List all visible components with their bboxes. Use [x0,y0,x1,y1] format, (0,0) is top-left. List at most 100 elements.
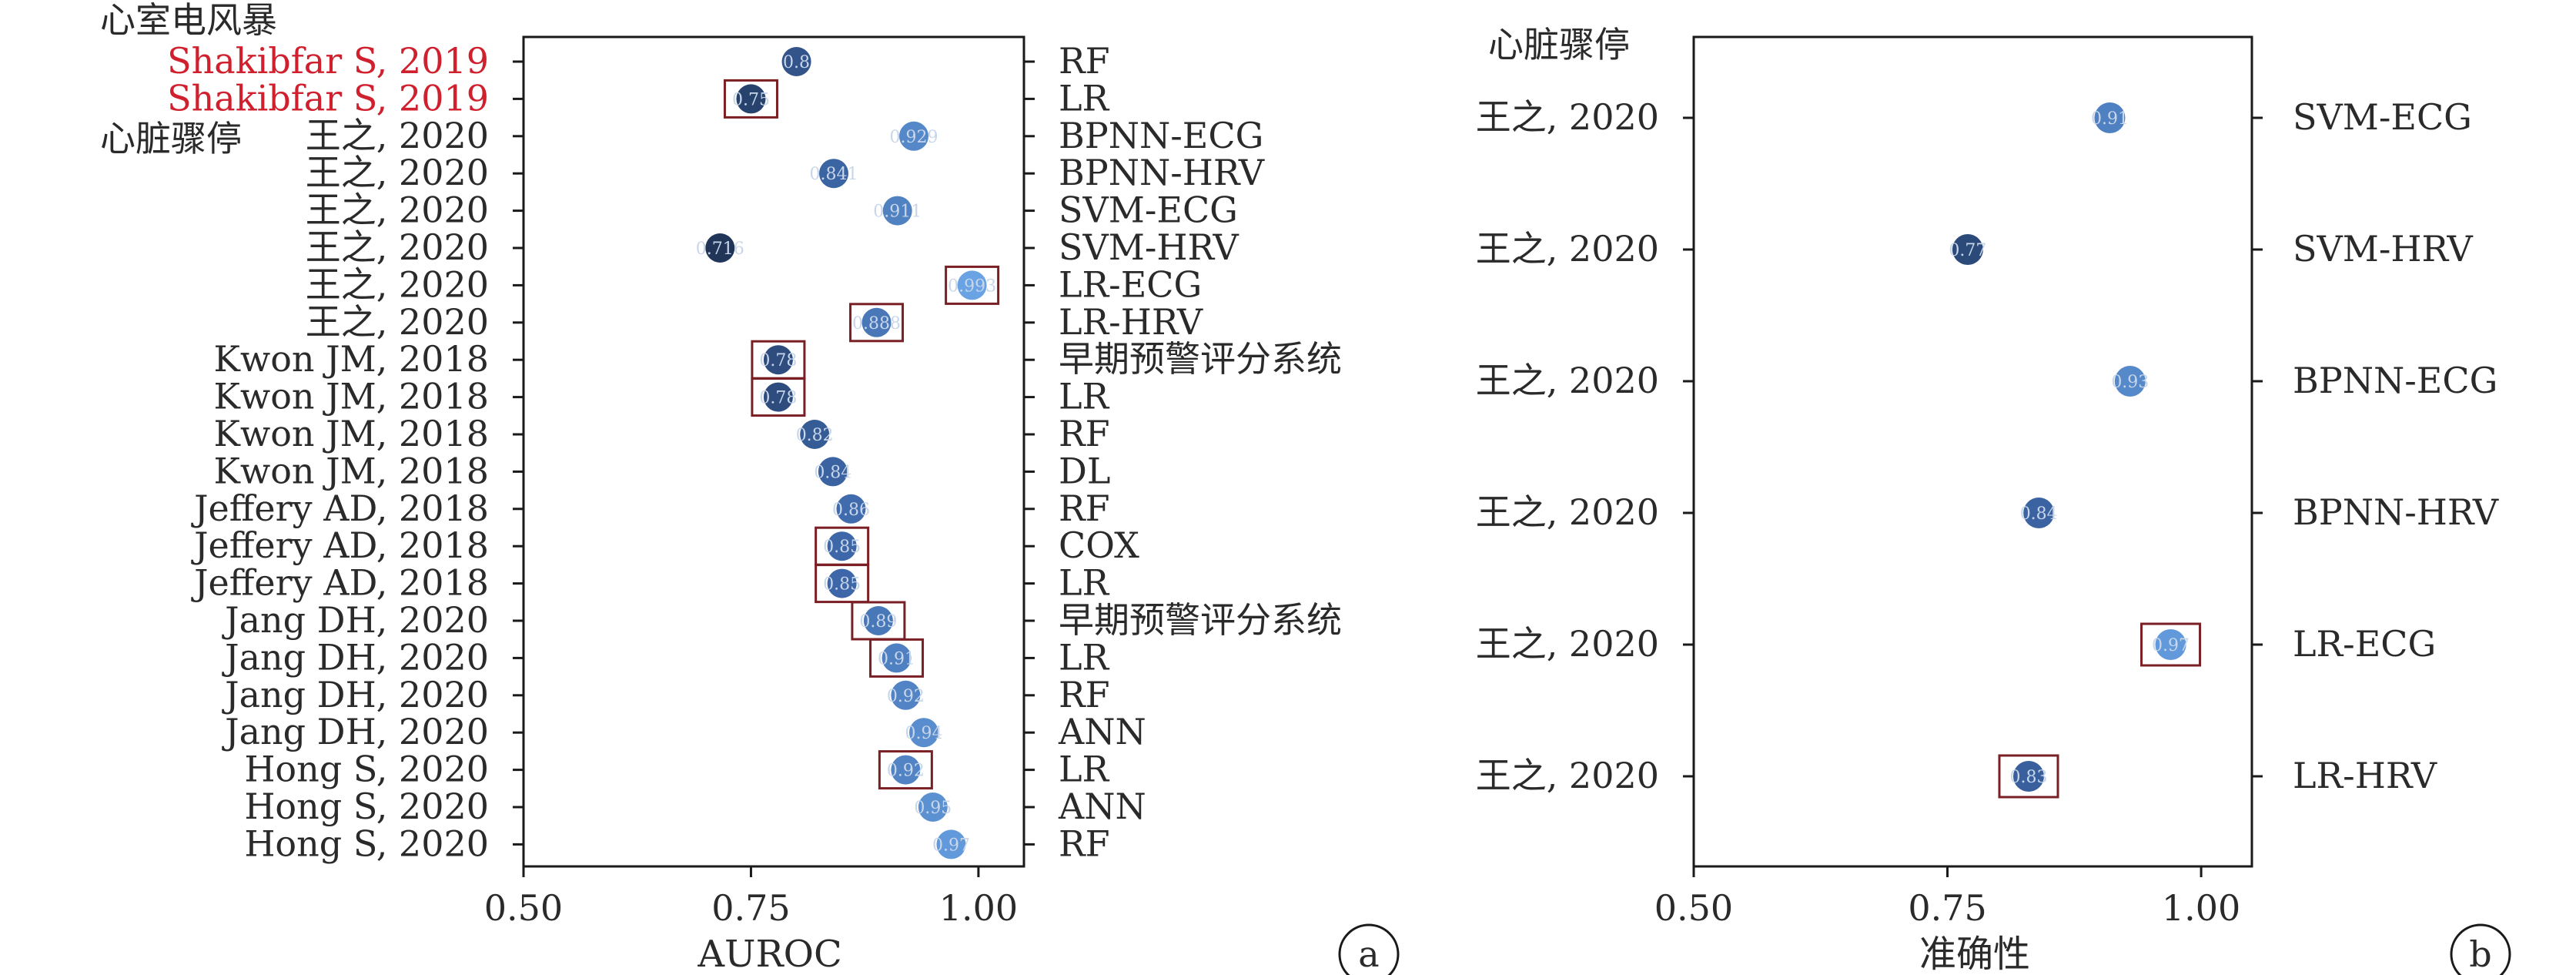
study-label: 王之, 2020 [1476,491,1659,533]
model-label: BPNN-HRV [2293,491,2499,533]
x-tick-label: 1.00 [939,887,1018,929]
data-label: 0.888 [852,314,901,333]
highlight-box [1998,754,2059,799]
study-label: 王之, 2020 [306,226,489,268]
data-label: 0.89 [859,612,897,632]
model-label: LR [1059,636,1110,678]
x-tick-label: 0.50 [484,887,563,929]
highlight-box [723,79,778,119]
model-label: 早期预警评分系统 [1059,599,1342,641]
study-label: Jang DH, 2020 [222,674,489,715]
study-label: Kwon JM, 2018 [213,450,489,491]
data-label: 0.78 [759,389,797,408]
data-label: 0.911 [873,203,922,222]
data-point [2155,629,2186,660]
model-label: SVM-ECG [2293,96,2472,138]
study-label: 王之, 2020 [306,263,489,305]
data-point [891,755,921,785]
plot-frame [1692,35,2253,868]
data-point [763,345,793,375]
x-tick-label: 0.75 [1908,887,1986,929]
model-label: ANN [1058,786,1146,827]
group-label: 心脏骤停 [1488,24,1630,65]
data-label: 0.75 [732,90,770,109]
data-point [861,307,892,337]
model-label: COX [1059,524,1139,566]
study-label: Jeffery AD, 2018 [191,488,489,529]
x-tick-label: 0.75 [711,887,790,929]
data-label: 0.94 [905,724,943,743]
data-label: 0.91 [2091,109,2129,129]
data-point [899,121,928,151]
study-label: 王之, 2020 [1476,228,1659,270]
data-point [1952,234,1983,265]
model-label: 早期预警评分系统 [1059,338,1342,380]
model-label: LR-HRV [2293,755,2437,796]
study-label: Shakibfar S, 2019 [167,77,489,119]
model-label: LR-HRV [1059,301,1203,343]
model-label: SVM-HRV [1059,226,1239,268]
highlight-box [878,750,933,790]
x-tick-label: 0.50 [1654,887,1733,929]
data-point [763,382,793,412]
data-label: 0.97 [2152,636,2190,655]
data-point [827,568,857,598]
model-label: SVM-HRV [2293,228,2473,270]
data-point [909,718,938,748]
study-label: 王之, 2020 [1476,96,1659,138]
model-label: BPNN-ECG [1059,115,1263,156]
model-label: LR-ECG [1059,263,1202,305]
model-label: RF [1059,488,1110,529]
model-label: RF [1059,40,1110,82]
model-label: LR [1059,376,1110,417]
highlight-box [751,377,806,417]
study-label: Jeffery AD, 2018 [191,562,489,604]
study-label: 王之, 2020 [306,115,489,156]
study-label: 王之, 2020 [306,152,489,193]
data-label: 0.83 [2010,768,2048,787]
data-label: 0.77 [1949,241,1986,260]
study-label: 王之, 2020 [1476,360,1659,401]
data-point [891,680,921,710]
study-label: Hong S, 2020 [244,749,489,790]
study-label: Jeffery AD, 2018 [191,524,489,566]
x-tick-label: 1.00 [2162,887,2240,929]
data-point [827,531,857,561]
data-label: 0.8 [783,53,810,72]
highlight-box [945,265,1000,305]
model-label: ANN [1058,711,1146,752]
x-axis-label: 准确性 [1919,933,2030,975]
panel-label: a [1358,933,1379,975]
panel-label-circle [1338,923,1400,975]
study-label: 王之, 2020 [306,189,489,231]
data-label: 0.86 [832,501,870,520]
panel-a-auroc-plot: 0.50 0.75 1.00 Shakibfar S, 2019 RF 0.8 Shakib… [100,0,1400,975]
study-label: 王之, 2020 [306,301,489,343]
data-point [2023,498,2055,528]
highlight-box [2140,622,2202,667]
group-label: 心脏骤停 [100,118,242,159]
data-point [818,457,848,487]
data-point [2094,102,2126,133]
study-label: Kwon JM, 2018 [213,413,489,454]
study-label: 王之, 2020 [1476,623,1659,665]
data-point [2114,366,2146,397]
data-point [800,420,830,449]
data-point [819,159,848,189]
data-label: 0.92 [887,687,925,706]
model-label: RF [1059,674,1110,715]
data-label: 0.716 [696,240,744,259]
data-label: 0.92 [887,762,925,781]
data-point [2013,761,2044,792]
data-label: 0.82 [796,426,834,445]
plot-frame [522,35,1025,868]
data-label: 0.93 [2111,373,2149,392]
model-label: LR [1059,562,1110,604]
data-label: 0.929 [890,128,938,147]
data-point [736,84,766,114]
model-label: BPNN-HRV [1059,152,1265,193]
highlight-box [869,638,925,678]
model-label: LR-ECG [2293,623,2436,665]
panel-label-circle [2450,923,2511,975]
study-label: Kwon JM, 2018 [213,338,489,380]
